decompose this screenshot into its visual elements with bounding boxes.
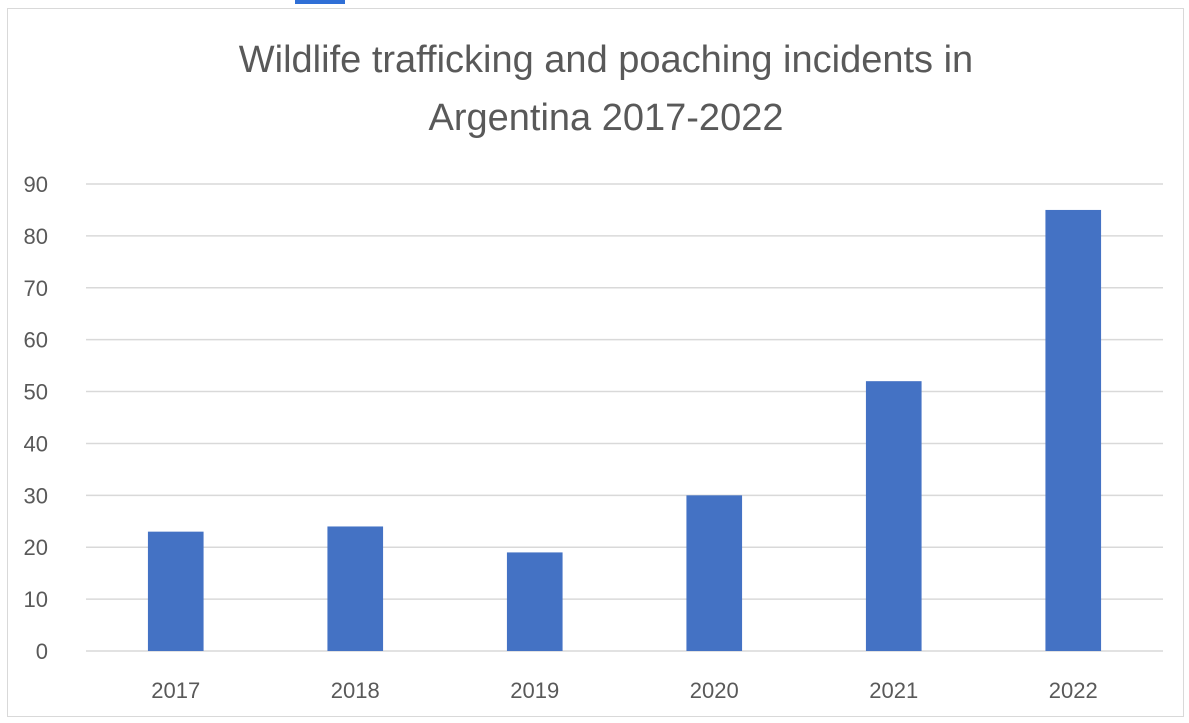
y-tick-label: 10 — [24, 587, 48, 612]
x-tick-label: 2019 — [510, 678, 559, 703]
bar-2019 — [506, 552, 563, 651]
y-tick-label: 50 — [24, 380, 48, 405]
x-tick-label: 2021 — [869, 678, 918, 703]
y-axis-tick-labels: 0 10 20 30 40 50 60 70 80 90 — [24, 172, 48, 664]
y-tick-label: 70 — [24, 276, 48, 301]
x-tick-label: 2022 — [1049, 678, 1098, 703]
bar-2021 — [865, 381, 922, 651]
bar-2022 — [1045, 209, 1102, 651]
chart-title-line-2: Argentina 2017-2022 — [429, 97, 784, 139]
chart-frame: Wildlife trafficking and poaching incide… — [7, 8, 1184, 717]
x-tick-label: 2017 — [151, 678, 200, 703]
y-tick-label: 20 — [24, 535, 48, 560]
y-tick-label: 0 — [36, 639, 48, 664]
y-tick-label: 30 — [24, 483, 48, 508]
x-tick-label: 2020 — [690, 678, 739, 703]
y-tick-label: 90 — [24, 172, 48, 197]
x-axis-tick-labels: 2017 2018 2019 2020 2021 2022 — [151, 678, 1097, 703]
chart-title: Wildlife trafficking and poaching incide… — [239, 39, 973, 139]
bars — [147, 209, 1102, 651]
x-tick-label: 2018 — [331, 678, 380, 703]
bar-2018 — [327, 526, 384, 651]
bar-chart: Wildlife trafficking and poaching incide… — [24, 39, 1163, 703]
y-tick-label: 60 — [24, 328, 48, 353]
bar-2017 — [147, 531, 204, 651]
bar-2020 — [686, 495, 743, 651]
chart-title-line-1: Wildlife trafficking and poaching incide… — [239, 39, 973, 81]
top-accent-line — [295, 0, 345, 4]
y-tick-label: 40 — [24, 431, 48, 456]
y-tick-label: 80 — [24, 224, 48, 249]
gridlines — [86, 183, 1163, 652]
